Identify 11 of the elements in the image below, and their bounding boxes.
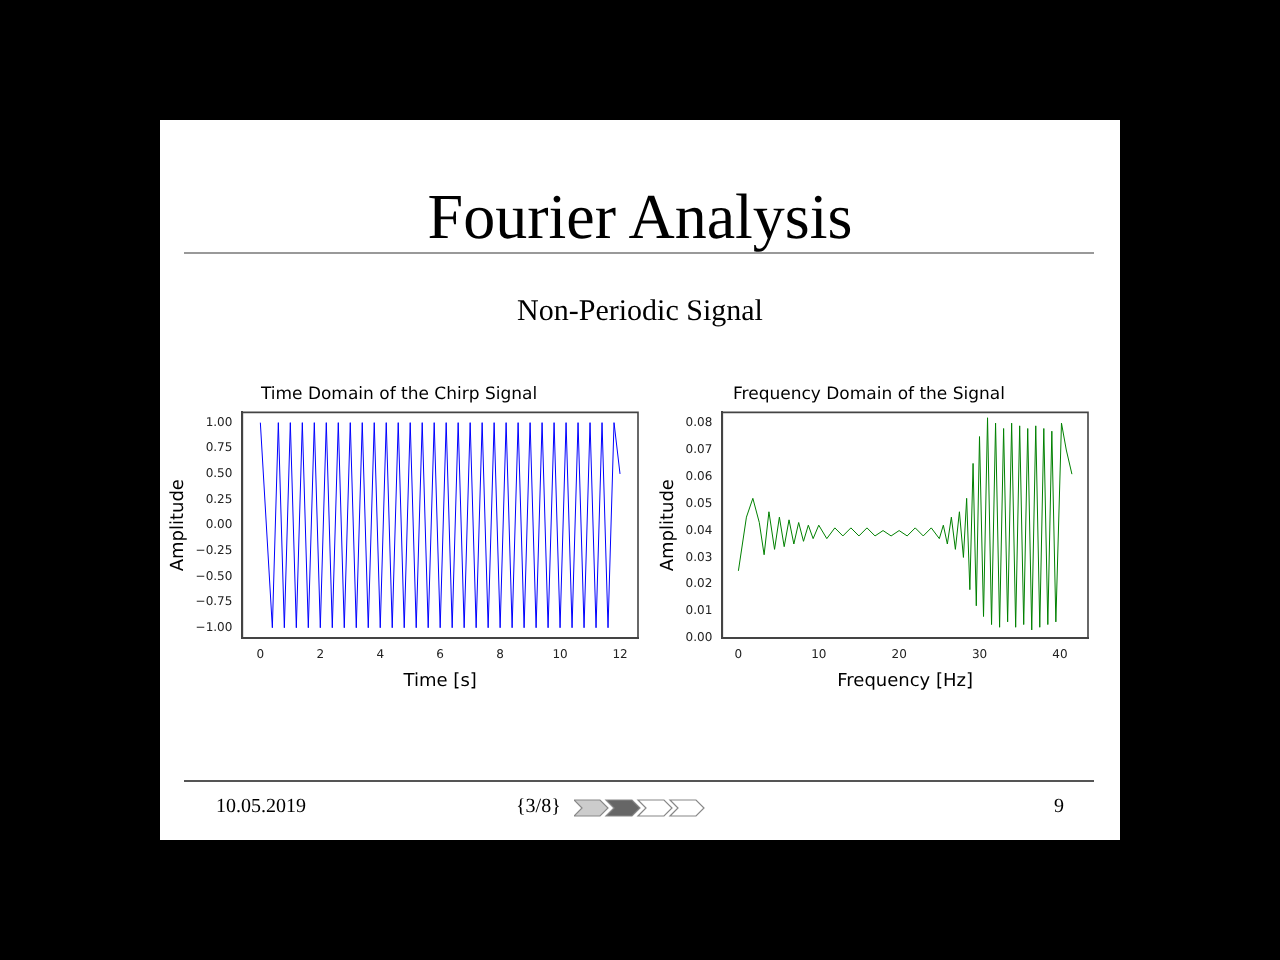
text: 9: [1054, 796, 1064, 818]
y-axis-title: Amplitude: [169, 478, 190, 572]
text: {3/8}: [516, 796, 561, 818]
x-axis-title: Frequency [Hz]: [837, 671, 974, 692]
text: 10.05.2019: [216, 796, 306, 818]
chart-title: Time Domain of the Chirp Signal: [258, 384, 538, 405]
text: Fourier Analysis: [425, 180, 855, 254]
text: Non-Periodic Signal: [515, 296, 765, 330]
x-axis-title: Time [s]: [401, 671, 477, 692]
y-axis-title: Amplitude: [659, 478, 680, 572]
chart-title: Frequency Domain of the Signal: [733, 384, 1005, 405]
